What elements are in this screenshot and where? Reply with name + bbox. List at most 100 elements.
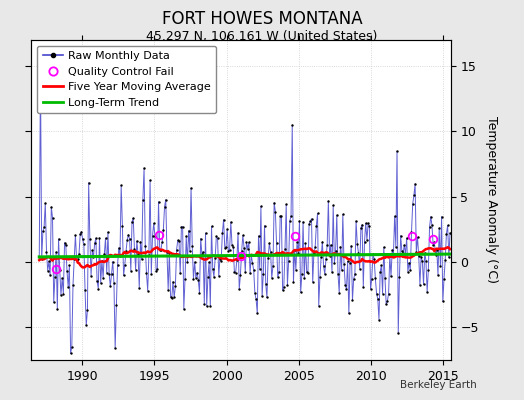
Point: [75, 250, 83, 257]
Point: [224, 248, 233, 254]
Point: [306, 218, 314, 224]
Point: [139, 197, 147, 203]
Point: [402, 235, 411, 241]
Point: [60, 240, 69, 246]
Point: [212, 233, 221, 240]
Point: [40, 224, 48, 230]
Point: [234, 230, 242, 236]
Point: [388, 247, 397, 253]
Point: [362, 220, 370, 226]
Point: [283, 282, 292, 288]
Point: [221, 245, 229, 251]
Point: [210, 274, 218, 280]
Point: [266, 249, 275, 255]
Point: [334, 271, 342, 277]
Point: [169, 278, 177, 285]
Legend: Raw Monthly Data, Quality Control Fail, Five Year Moving Average, Long-Term Tren: Raw Monthly Data, Quality Control Fail, …: [37, 46, 216, 113]
Point: [57, 292, 65, 298]
Point: [119, 272, 128, 278]
Point: [181, 276, 189, 282]
Point: [246, 270, 254, 276]
Point: [122, 248, 130, 255]
Point: [216, 256, 224, 262]
Point: [443, 222, 452, 229]
Point: [423, 289, 431, 295]
Point: [71, 232, 80, 238]
Point: [390, 213, 399, 219]
Point: [328, 269, 336, 275]
Point: [38, 256, 46, 262]
Point: [351, 271, 359, 277]
Point: [322, 256, 330, 263]
Point: [72, 256, 81, 263]
Point: [434, 272, 442, 278]
Point: [383, 298, 391, 304]
Point: [51, 274, 59, 280]
Point: [381, 275, 389, 282]
Point: [124, 232, 133, 238]
Point: [386, 252, 394, 259]
Point: [406, 267, 414, 273]
Point: [439, 298, 447, 304]
Point: [300, 275, 309, 281]
Point: [376, 269, 385, 275]
Point: [133, 238, 141, 244]
Point: [87, 272, 95, 279]
Point: [403, 268, 412, 275]
Point: [83, 307, 92, 313]
Point: [391, 244, 400, 250]
Point: [159, 227, 168, 233]
Point: [70, 256, 79, 262]
Point: [222, 244, 230, 250]
Point: [52, 249, 60, 255]
Point: [99, 274, 107, 281]
Point: [346, 260, 354, 267]
Point: [425, 224, 434, 230]
Point: [418, 258, 427, 264]
Point: [446, 230, 454, 236]
Point: [400, 242, 408, 248]
Point: [326, 242, 335, 248]
Point: [47, 204, 56, 210]
Point: [253, 310, 261, 316]
Point: [134, 251, 142, 258]
Point: [427, 213, 435, 220]
Point: [233, 257, 241, 264]
Point: [367, 276, 376, 282]
Point: [318, 238, 326, 245]
Point: [331, 247, 340, 254]
Point: [145, 252, 153, 258]
Text: 45.297 N, 106.161 W (United States): 45.297 N, 106.161 W (United States): [146, 30, 378, 43]
Point: [127, 267, 135, 274]
Point: [77, 228, 85, 235]
Point: [436, 263, 444, 269]
Point: [105, 271, 113, 277]
Point: [232, 270, 240, 276]
Point: [325, 253, 334, 260]
Point: [393, 148, 401, 154]
Point: [421, 250, 429, 256]
Point: [185, 248, 194, 254]
Point: [45, 258, 53, 264]
Point: [361, 238, 369, 245]
Point: [292, 266, 300, 273]
Point: [117, 182, 125, 189]
Point: [321, 271, 329, 277]
Point: [179, 223, 187, 230]
Point: [317, 254, 325, 260]
Point: [237, 248, 246, 254]
Point: [135, 284, 144, 291]
Point: [168, 295, 176, 301]
Point: [244, 246, 252, 252]
Point: [438, 213, 446, 220]
Point: [230, 269, 238, 276]
Point: [274, 274, 282, 280]
Point: [294, 250, 302, 256]
Point: [394, 330, 402, 336]
Point: [399, 250, 407, 257]
Point: [250, 290, 259, 296]
Point: [333, 212, 341, 218]
Point: [371, 275, 379, 282]
Point: [359, 284, 367, 290]
Point: [290, 246, 299, 253]
